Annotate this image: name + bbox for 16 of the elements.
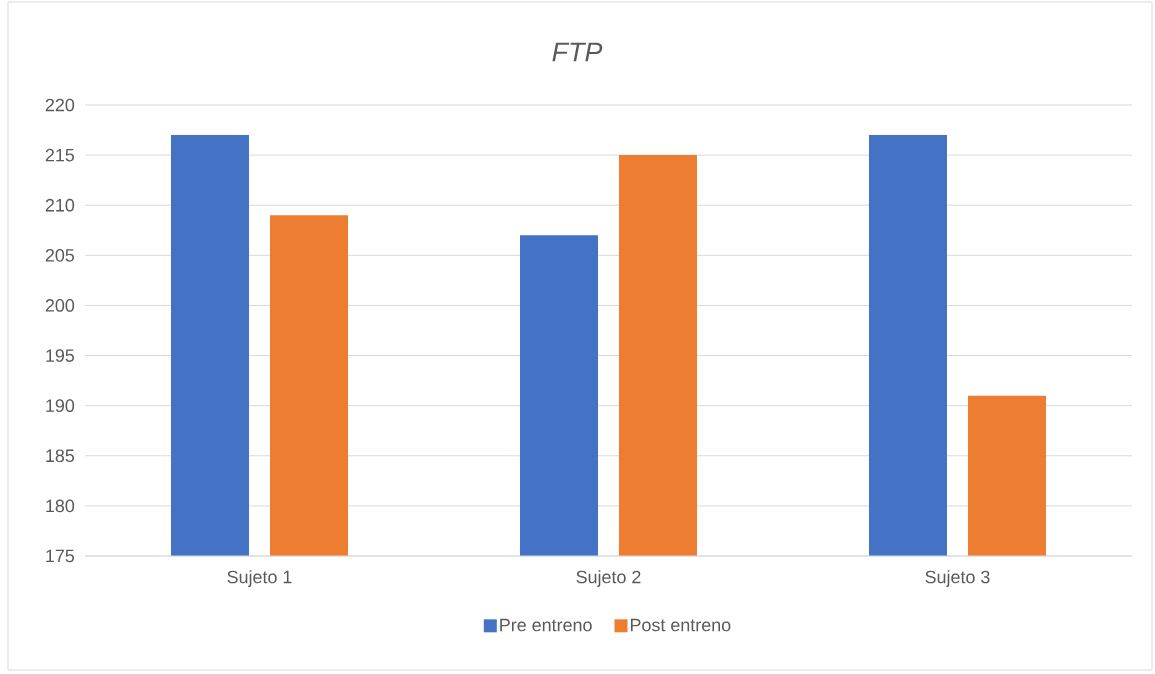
x-tick-label: Sujeto 1	[227, 570, 292, 587]
y-tick-label: 205	[45, 248, 75, 262]
y-tick-label: 195	[46, 349, 75, 362]
y-tick-label: 220	[45, 98, 75, 112]
y-tick-label: 190	[46, 399, 75, 413]
legend-label: Post entreno	[630, 618, 731, 632]
chart-title: FTP	[552, 42, 603, 62]
y-tick-label: 180	[46, 499, 75, 513]
y-tick-label: 200	[45, 299, 75, 312]
y-tick-label: 210	[45, 198, 75, 212]
x-tick-label: Sujeto 2	[576, 570, 641, 587]
x-tick-label: Sujeto 3	[925, 570, 990, 587]
y-tick-label: 185	[46, 449, 75, 463]
y-tick-label: 215	[45, 148, 75, 162]
legend-label: Pre entreno	[500, 618, 592, 632]
y-tick-label: 175	[46, 549, 75, 563]
